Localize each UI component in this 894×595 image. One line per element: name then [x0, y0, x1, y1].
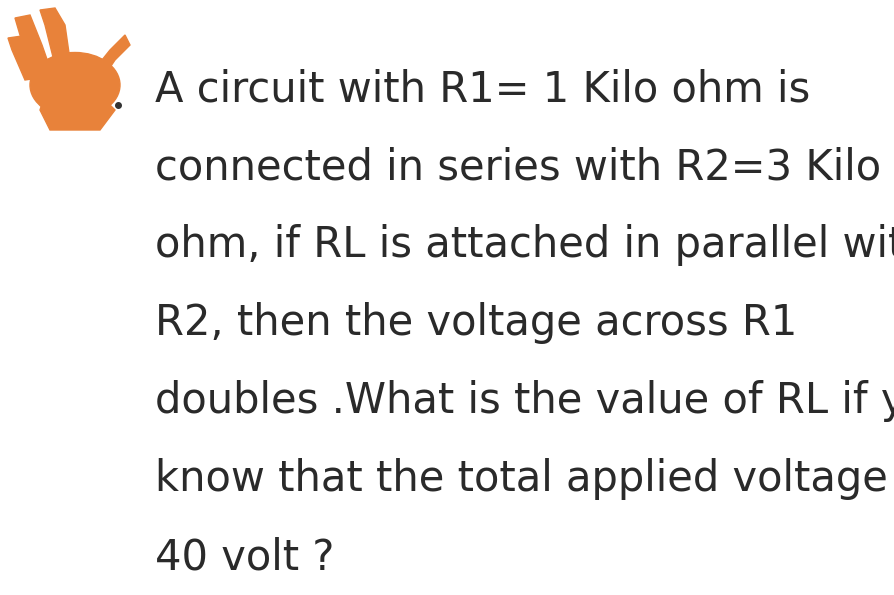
Polygon shape: [15, 15, 50, 70]
Ellipse shape: [30, 52, 120, 117]
Text: ohm, if RL is attached in parallel with: ohm, if RL is attached in parallel with: [155, 224, 894, 266]
Text: doubles .What is the value of RL if you: doubles .What is the value of RL if you: [155, 380, 894, 422]
Polygon shape: [8, 36, 38, 80]
Text: A circuit with R1= 1 Kilo ohm is: A circuit with R1= 1 Kilo ohm is: [155, 68, 810, 110]
Polygon shape: [40, 8, 70, 65]
Text: 40 volt ?: 40 volt ?: [155, 536, 334, 578]
Text: know that the total applied voltage is: know that the total applied voltage is: [155, 458, 894, 500]
Polygon shape: [40, 95, 115, 130]
Text: R2, then the voltage across R1: R2, then the voltage across R1: [155, 302, 797, 344]
Polygon shape: [90, 35, 130, 90]
Text: connected in series with R2=3 Kilo: connected in series with R2=3 Kilo: [155, 146, 881, 188]
